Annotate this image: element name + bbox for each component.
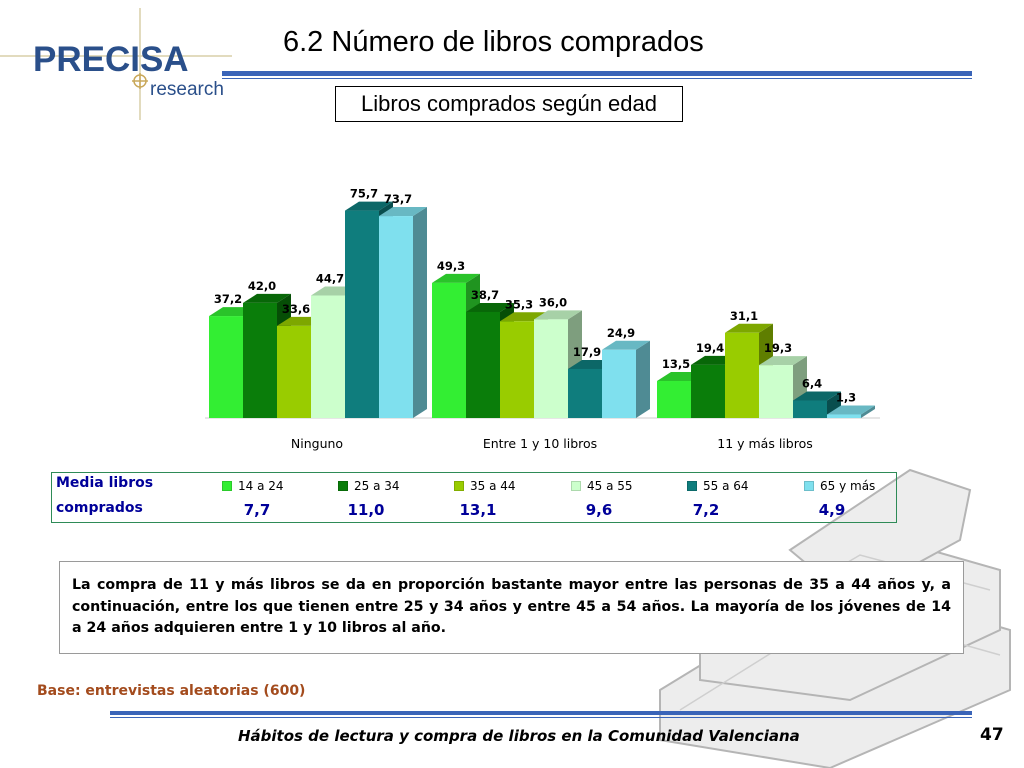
bar-side (413, 207, 427, 418)
data-label: 36,0 (539, 295, 567, 309)
footer-title: Hábitos de lectura y compra de libros en… (238, 727, 800, 745)
data-label: 6,4 (802, 376, 822, 390)
legend-swatch (454, 481, 464, 491)
legend-item: 35 a 44 (454, 478, 516, 494)
category-label: Ninguno (291, 436, 343, 451)
legend-label: 55 a 64 (703, 479, 749, 493)
data-label: 1,3 (836, 390, 856, 404)
bar (379, 216, 413, 418)
legend-label: 25 a 34 (354, 479, 400, 493)
bar (568, 368, 602, 418)
legend-item: 14 a 24 (222, 478, 284, 494)
bar (534, 319, 568, 418)
logo-wordmark: PRECISA (33, 40, 189, 79)
legend-swatch (571, 481, 581, 491)
sample-base: Base: entrevistas aleatorias (600) (37, 683, 306, 699)
average-value: 7,2 (692, 501, 720, 519)
data-label: 35,3 (505, 297, 533, 311)
bar (725, 332, 759, 418)
legend-row-label-top: Media libros (56, 475, 154, 491)
average-value: 9,6 (585, 501, 613, 519)
data-label: 38,7 (471, 288, 499, 302)
page-title: 6.2 Número de libros comprados (283, 26, 704, 58)
data-label: 31,1 (730, 309, 758, 323)
header-rule (222, 71, 972, 76)
legend-item: 55 a 64 (687, 478, 749, 494)
legend-item: 45 a 55 (571, 478, 633, 494)
page-number: 47 (980, 725, 1004, 745)
commentary-note: La compra de 11 y más libros se da en pr… (59, 561, 964, 654)
bar (793, 400, 827, 418)
bar (827, 414, 861, 418)
bar-top (379, 207, 427, 217)
legend-label: 45 a 55 (587, 479, 633, 493)
data-label: 24,9 (607, 326, 635, 340)
logo-subtext: research (150, 79, 224, 100)
data-label: 19,4 (696, 341, 724, 355)
header-rule-thin (222, 78, 972, 79)
legend-item: 65 y más (804, 478, 875, 494)
bar-top (827, 405, 875, 415)
chart-subtitle: Libros comprados según edad (335, 86, 683, 122)
bar (500, 321, 534, 418)
bar (466, 311, 500, 418)
legend-table: Media libros comprados 14 a 24 25 a 34 3… (51, 472, 897, 523)
data-label: 13,5 (662, 357, 690, 371)
bar (657, 381, 691, 418)
bar-top (345, 201, 393, 211)
bar-top (759, 356, 807, 366)
legend-row-label-bottom: comprados (56, 500, 143, 516)
legend-swatch (338, 481, 348, 491)
bar (277, 325, 311, 418)
data-label: 49,3 (437, 259, 465, 273)
footer-rule (110, 711, 972, 715)
legend-swatch (804, 481, 814, 491)
bar (209, 316, 243, 418)
bar-top (602, 340, 650, 350)
bar (311, 295, 345, 418)
data-label: 19,3 (764, 341, 792, 355)
average-value: 7,7 (243, 501, 271, 519)
data-label: 73,7 (384, 192, 412, 206)
bar (602, 349, 636, 418)
category-label: Entre 1 y 10 libros (483, 436, 597, 451)
data-label: 33,6 (282, 302, 310, 316)
data-label: 42,0 (248, 279, 276, 293)
bar (759, 365, 793, 418)
bar (243, 302, 277, 418)
average-value: 13,1 (459, 501, 497, 519)
precisa-logo: PRECISA research (0, 8, 232, 120)
data-label: 44,7 (316, 272, 344, 286)
bar-top (466, 302, 514, 312)
bar-side (861, 405, 875, 418)
category-label: 11 y más libros (717, 436, 812, 451)
legend-swatch (687, 481, 697, 491)
footer-rule-thin (110, 717, 972, 718)
data-label: 37,2 (214, 292, 242, 306)
bar-side (827, 391, 841, 418)
bar (691, 364, 725, 418)
bar-side (636, 340, 650, 418)
bar-top (243, 293, 291, 303)
bar-top (432, 273, 480, 283)
data-label: 75,7 (350, 187, 378, 201)
bar (432, 282, 466, 418)
data-label: 17,9 (573, 345, 601, 359)
legend-label: 35 a 44 (470, 479, 516, 493)
legend-item: 25 a 34 (338, 478, 400, 494)
average-value: 11,0 (347, 501, 385, 519)
legend-swatch (222, 481, 232, 491)
average-value: 4,9 (818, 501, 846, 519)
legend-label: 65 y más (820, 479, 876, 493)
bar-top (793, 391, 841, 401)
bar (345, 210, 379, 418)
legend-label: 14 a 24 (238, 479, 284, 493)
bar-top (534, 310, 582, 320)
bar-top (725, 323, 773, 333)
